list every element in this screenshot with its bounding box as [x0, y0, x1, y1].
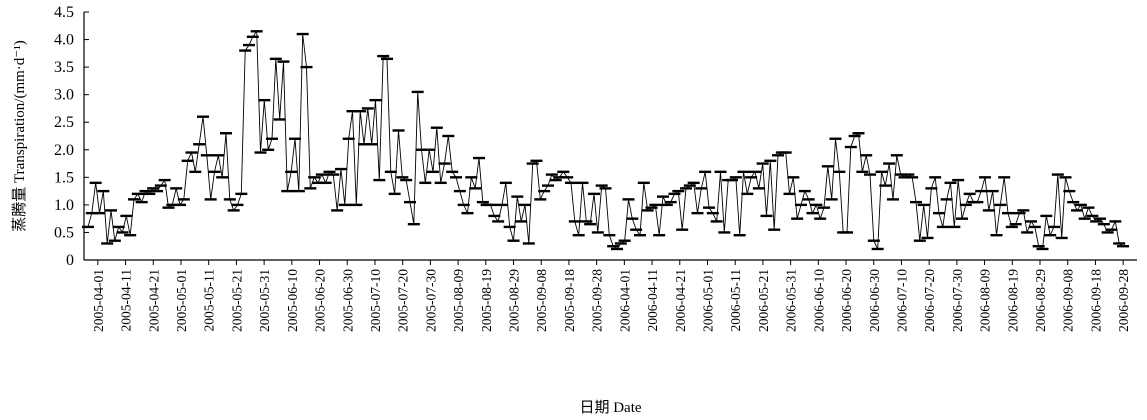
x-tick-label: 2006-06-20 [839, 269, 854, 332]
x-tick-label: 2006-08-29 [1033, 269, 1048, 332]
x-tick-label: 2006-04-21 [673, 269, 688, 332]
y-axis-ticks: 0 0.5 1.0 1.5 2.0 2.5 3.0 3.5 4.0 4.5 [54, 4, 89, 269]
x-tick-label: 2006-05-01 [700, 269, 715, 332]
x-tick-label: 2006-07-10 [894, 269, 909, 332]
x-tick-label: 2005-07-30 [423, 269, 438, 332]
x-tick-label: 2006-05-31 [784, 269, 799, 332]
y-tick-label: 2.0 [54, 142, 74, 159]
x-tick-label: 2005-09-18 [562, 269, 577, 332]
y-tick-label: 3.0 [54, 87, 74, 104]
x-tick-label: 2005-05-01 [174, 269, 189, 332]
x-tick-label: 2005-05-31 [257, 269, 272, 332]
y-tick-label: 4.0 [54, 32, 74, 49]
x-tick-label: 2006-08-09 [978, 269, 993, 332]
x-tick-label: 2006-06-10 [811, 269, 826, 332]
x-tick-label: 2005-07-20 [396, 269, 411, 332]
x-tick-label: 2005-08-19 [479, 269, 494, 332]
x-tick-label: 2005-06-10 [285, 269, 300, 332]
x-tick-label: 2006-04-01 [617, 269, 632, 332]
x-tick-label: 2005-08-09 [451, 269, 466, 332]
x-tick-label: 2005-06-30 [340, 269, 355, 332]
x-tick-label: 2006-04-11 [645, 269, 660, 332]
y-tick-label: 3.5 [54, 59, 74, 76]
series-line [87, 29, 1124, 250]
x-tick-label: 2006-09-18 [1088, 269, 1103, 332]
x-tick-label: 2005-04-11 [119, 269, 134, 332]
y-tick-label: 1.0 [54, 197, 74, 214]
x-tick-label: 2005-05-11 [202, 269, 217, 332]
x-tick-label: 2006-09-28 [1116, 269, 1131, 332]
x-tick-label: 2006-06-30 [867, 269, 882, 332]
series-transpiration [82, 29, 1129, 251]
y-tick-label: 2.5 [54, 114, 74, 131]
x-tick-label: 2006-05-11 [728, 269, 743, 332]
x-tick-label: 2005-09-28 [590, 269, 605, 332]
x-tick-label: 2005-08-29 [507, 269, 522, 332]
x-tick-label: 2005-06-20 [313, 269, 328, 332]
x-tick-label: 2006-07-30 [950, 269, 965, 332]
x-tick-label: 2005-04-01 [91, 269, 106, 332]
y-tick-label: 0 [66, 252, 74, 269]
y-tick-label: 1.5 [54, 169, 74, 186]
x-tick-label: 2006-05-21 [756, 269, 771, 332]
x-axis-title: 日期 Date [579, 399, 641, 416]
y-tick-label: 4.5 [54, 4, 74, 21]
y-axis-title: 蒸腾量 Transpiration/(mm·d⁻¹) [11, 40, 28, 231]
x-tick-label: 2005-07-10 [368, 269, 383, 332]
x-tick-label: 2005-04-21 [146, 269, 161, 332]
x-tick-label: 2005-09-08 [534, 269, 549, 332]
x-tick-label: 2006-07-20 [922, 269, 937, 332]
x-axis-ticks: 2005-04-01 2005-04-11 2005-04-21 2005-05-01… [91, 260, 1131, 332]
y-tick-label: 0.5 [54, 224, 74, 241]
x-tick-label: 2006-08-19 [1005, 269, 1020, 332]
x-tick-label: 2006-09-08 [1061, 269, 1076, 332]
x-tick-label: 2005-05-21 [229, 269, 244, 332]
